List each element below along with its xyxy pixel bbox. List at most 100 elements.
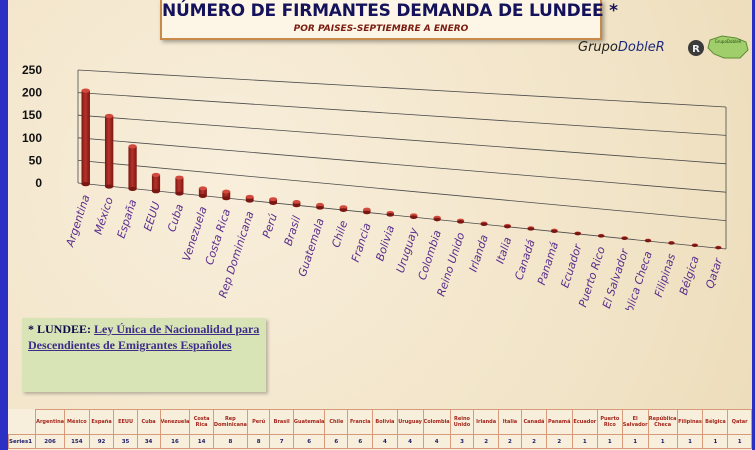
table-value-cell: 8	[212, 434, 248, 449]
grid-layer	[77, 69, 727, 250]
y-axis-ticks: 250 200 150 100 50 0	[22, 63, 42, 190]
bar-cap	[316, 202, 324, 207]
bar-5	[175, 175, 184, 196]
table-value-cell: 2	[473, 434, 499, 449]
bar-11	[316, 202, 324, 210]
bar-10	[292, 200, 301, 208]
table-header-cell: Ecuador	[571, 409, 599, 435]
table-header-cell: Argentina	[35, 409, 65, 435]
table-value-cell: 34	[136, 434, 161, 449]
bar-base	[691, 243, 698, 247]
bar-base	[128, 186, 137, 191]
bar-cap	[198, 186, 207, 191]
bar-cap	[151, 172, 161, 177]
bar-18	[480, 221, 488, 226]
bar-base	[457, 220, 465, 224]
table-header-cell: Perú	[246, 409, 271, 435]
bar-22	[574, 231, 582, 236]
chart-frame: NÚMERO DE FIRMANTES DEMANDA DE LUNDEE * …	[8, 0, 752, 450]
table-value-cell: 4	[372, 434, 398, 449]
table-value-cell: 4	[396, 434, 424, 449]
bar-cap	[104, 113, 114, 119]
bar-15	[410, 213, 418, 219]
bar-28	[715, 245, 722, 250]
y-tick-label: 0	[35, 176, 42, 190]
brand-part1: Grupo	[578, 40, 618, 55]
y-tick-label: 100	[22, 131, 42, 145]
x-tick-label: Filipinas	[652, 252, 678, 299]
table-value-cell: 1	[571, 434, 599, 449]
bar-19	[504, 223, 511, 229]
y-tick-label: 250	[22, 63, 42, 77]
x-tick-label: Panamá	[535, 240, 561, 287]
table-value-cell: 4	[422, 434, 451, 449]
table-header-cell: Canadá	[520, 409, 548, 435]
data-table: Argentina México España EEUU Cuba Venezuela Co…	[8, 409, 752, 449]
table-values-row: Series1 206 154 92 35 34 16 14 8 8 7 6 6 6 4 4 4 3 2 2 2 2 1 1 1…	[8, 434, 752, 449]
bar-base	[269, 201, 278, 205]
bar-13	[363, 207, 371, 215]
table-header-cell: EEUU	[113, 409, 138, 435]
table-header-cell: El Salvador	[621, 409, 649, 435]
table-value-cell: 35	[113, 434, 138, 449]
table-value-cell: 1	[647, 434, 678, 449]
table-header-cell: Puerto Rico	[597, 409, 623, 435]
table-header-cell: Bolivia	[372, 409, 398, 435]
bar-base	[245, 198, 254, 203]
table-header-cell: Filipinas	[676, 409, 704, 435]
table-header-cell: Francia	[347, 409, 374, 435]
table-header-cell: España	[88, 409, 115, 435]
table-header-cell: Venezuela	[159, 409, 191, 435]
bar-8	[245, 194, 254, 203]
bar-base	[363, 210, 371, 215]
table-header-cell: Panamá	[546, 409, 573, 435]
bars-layer	[81, 88, 722, 250]
table-corner-cell	[9, 410, 36, 435]
note-text: Ley Única de Nacionalidad para Descendie…	[28, 322, 260, 352]
bar-cap	[292, 200, 301, 204]
bar-base	[175, 191, 184, 196]
gridline	[77, 114, 727, 165]
bar-base	[81, 182, 90, 187]
bar-cap	[269, 197, 278, 202]
bar-23	[597, 233, 605, 238]
table-value-cell: 2	[546, 434, 573, 449]
x-tick-label: España	[115, 198, 140, 240]
x-tick-label: Brasil	[282, 214, 304, 247]
bar-26	[668, 240, 675, 245]
table-header-cell: República Checa	[647, 409, 678, 435]
bar-1	[81, 88, 90, 187]
bar-base	[527, 227, 535, 231]
bar-base	[104, 184, 114, 189]
table-value-cell: 206	[35, 434, 65, 449]
table-header-cell: Chile	[324, 409, 349, 435]
bar-base	[222, 196, 231, 201]
note-prefix: * LUNDEE:	[28, 322, 92, 336]
x-tick-label: Ecuador	[558, 241, 585, 289]
x-tick-label: Chile	[329, 219, 350, 249]
table-value-cell: 6	[292, 434, 326, 449]
bar-base	[433, 217, 441, 222]
bar-6	[198, 186, 207, 198]
bar-cap	[245, 194, 254, 199]
bar-7	[222, 189, 231, 201]
bar-cap	[339, 205, 348, 209]
table-value-cell: 16	[159, 434, 191, 449]
bar-25	[644, 238, 652, 243]
table-header-cell: Cuba	[136, 409, 161, 435]
bar-body	[222, 191, 231, 199]
x-tick-label: Italia	[494, 235, 515, 265]
bar-20	[527, 226, 535, 231]
bar-body	[81, 90, 90, 185]
bar-body	[104, 115, 114, 187]
y-tick-label: 150	[22, 108, 42, 122]
x-tick-label: Francia	[349, 221, 374, 264]
bar-base	[151, 189, 161, 194]
bar-2	[104, 113, 114, 189]
bar-14	[386, 210, 394, 217]
bar-21	[550, 228, 558, 233]
chart-title: NÚMERO DE FIRMANTES DEMANDA DE LUNDEE *	[162, 1, 618, 21]
table-value-cell: 3	[449, 434, 475, 449]
brand-name: GrupoDobleR	[578, 40, 665, 55]
